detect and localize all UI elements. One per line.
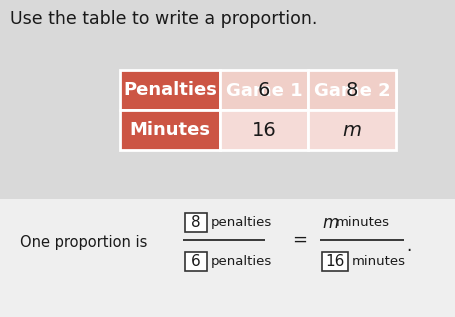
Text: 16: 16 xyxy=(251,120,276,139)
Text: m: m xyxy=(342,120,361,139)
Text: Game 1: Game 1 xyxy=(225,82,302,100)
Text: .: . xyxy=(405,237,410,255)
Text: Use the table to write a proportion.: Use the table to write a proportion. xyxy=(10,10,317,28)
FancyBboxPatch shape xyxy=(321,252,347,271)
FancyBboxPatch shape xyxy=(120,70,219,110)
Text: 16: 16 xyxy=(324,254,344,269)
Text: m: m xyxy=(321,214,338,231)
FancyBboxPatch shape xyxy=(219,70,307,110)
Text: 6: 6 xyxy=(191,254,201,269)
FancyBboxPatch shape xyxy=(307,72,395,110)
FancyBboxPatch shape xyxy=(185,213,207,232)
Text: 8: 8 xyxy=(345,81,357,100)
Text: Minutes: Minutes xyxy=(129,121,210,139)
Text: minutes: minutes xyxy=(335,216,389,229)
Text: One proportion is: One proportion is xyxy=(20,235,147,249)
Text: 8: 8 xyxy=(191,215,200,230)
Text: penalties: penalties xyxy=(211,216,272,229)
FancyBboxPatch shape xyxy=(307,70,395,110)
Text: penalties: penalties xyxy=(211,255,272,268)
FancyBboxPatch shape xyxy=(219,110,307,150)
FancyBboxPatch shape xyxy=(307,110,395,150)
Text: minutes: minutes xyxy=(351,255,405,268)
FancyBboxPatch shape xyxy=(120,110,219,150)
Text: Game 2: Game 2 xyxy=(313,82,389,100)
Text: 6: 6 xyxy=(257,81,270,100)
FancyBboxPatch shape xyxy=(185,252,207,271)
Text: Penalties: Penalties xyxy=(123,81,217,99)
Text: =: = xyxy=(292,231,307,249)
FancyBboxPatch shape xyxy=(0,199,455,317)
FancyBboxPatch shape xyxy=(219,72,307,110)
